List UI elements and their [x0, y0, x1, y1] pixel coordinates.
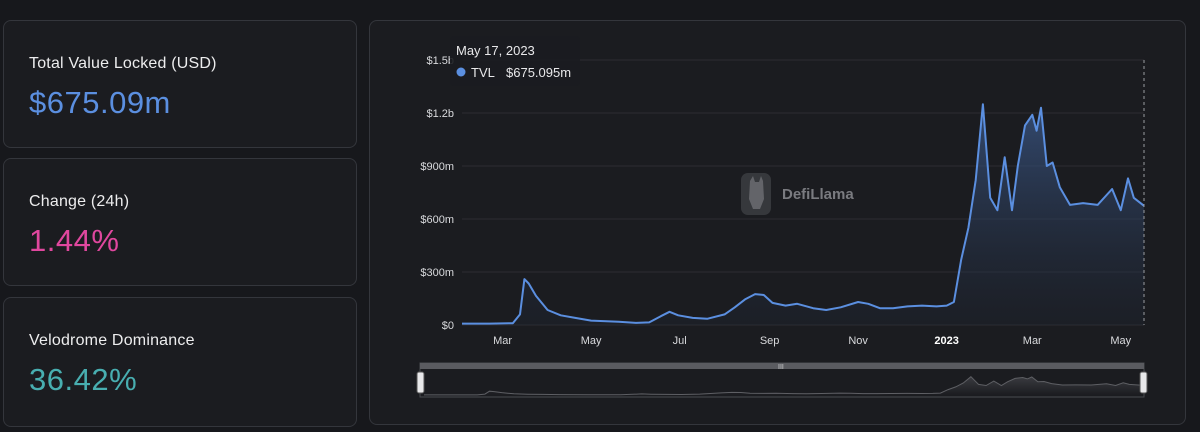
mini-line — [424, 376, 1141, 396]
tooltip-box — [450, 36, 580, 86]
x-tick-label: Mar — [493, 335, 512, 347]
x-tick-label: Nov — [848, 335, 868, 347]
x-tick-label: Sep — [760, 335, 780, 347]
y-tick-label: $300m — [420, 267, 454, 279]
dominance-label: Velodrome Dominance — [29, 332, 195, 349]
slider-right-handle[interactable] — [1139, 371, 1148, 394]
y-tick-label: $0 — [442, 320, 454, 332]
y-tick-label: $1.2b — [426, 108, 454, 120]
date-range-slider[interactable]: III — [416, 362, 1148, 398]
dominance-value: 36.42% — [29, 362, 138, 397]
y-tick-label: $600m — [420, 214, 454, 226]
defillama-watermark: DefiLlama — [741, 173, 854, 215]
tooltip-value: $675.095m — [506, 65, 571, 80]
tvl-label: Total Value Locked (USD) — [29, 55, 217, 72]
mini-area — [424, 376, 1140, 395]
x-tick-label: Jul — [673, 335, 687, 347]
x-tick-label: May — [581, 335, 602, 347]
y-tick-label: $1.5b — [426, 55, 454, 67]
tooltip-date: May 17, 2023 — [456, 43, 535, 58]
x-axis: Mar May Jul Sep Nov 2023 Mar May — [493, 335, 1132, 347]
x-tick-label: Mar — [1023, 335, 1042, 347]
x-tick-label: May — [1110, 335, 1131, 347]
tvl-card: Total Value Locked (USD) $675.09m — [3, 20, 357, 148]
tvl-area-fill — [462, 104, 1144, 325]
slider-top-bar[interactable] — [420, 363, 1144, 369]
tooltip-series-name: TVL — [471, 65, 495, 80]
tvl-line — [462, 103, 1145, 325]
tvl-chart[interactable]: DefiLlama $0 $300m $600m $900m $1.2b $1.5b Ma… — [370, 21, 1187, 426]
change-card: Change (24h) 1.44% — [3, 158, 357, 286]
tooltip-series-dot-icon — [456, 67, 466, 77]
tvl-chart-panel[interactable]: DefiLlama $0 $300m $600m $900m $1.2b $1.5b Ma… — [369, 20, 1186, 425]
slider-mini-chart — [424, 376, 1141, 396]
tvl-area — [462, 103, 1145, 325]
watermark-text: DefiLlama — [782, 186, 854, 203]
slider-left-handle[interactable] — [416, 371, 425, 394]
y-axis: $0 $300m $600m $900m $1.2b $1.5b — [420, 55, 454, 332]
change-value: 1.44% — [29, 223, 120, 258]
tooltip: May 17, 2023 TVL $675.095m — [450, 36, 580, 86]
y-tick-label: $900m — [420, 161, 454, 173]
change-label: Change (24h) — [29, 193, 130, 210]
llama-logo-icon — [741, 173, 771, 215]
x-tick-label: 2023 — [934, 335, 958, 347]
tvl-value: $675.09m — [29, 85, 171, 120]
dominance-card: Velodrome Dominance 36.42% — [3, 297, 357, 427]
slider-grip-icon: III — [778, 364, 784, 371]
